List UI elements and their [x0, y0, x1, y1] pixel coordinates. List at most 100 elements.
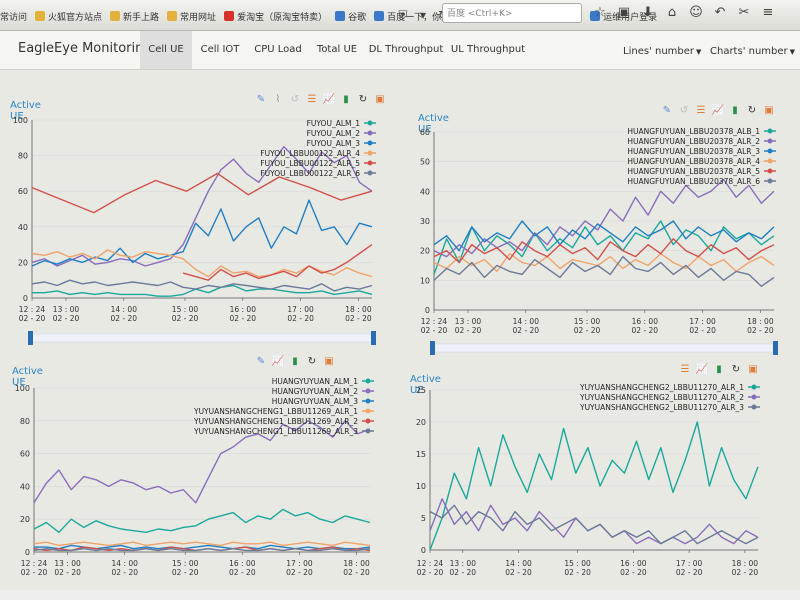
bookmark-label: 火狐官方站点: [48, 12, 103, 23]
restore-icon[interactable]: ↻: [358, 94, 368, 105]
pen-icon[interactable]: ✎: [662, 105, 672, 116]
y-tick-label: 40: [20, 482, 30, 491]
series-line: [32, 284, 373, 297]
line-icon[interactable]: 📈: [322, 94, 336, 105]
tab-cpu-load[interactable]: CPU Load: [254, 44, 302, 55]
bookmark-item[interactable]: 常访问: [0, 10, 27, 23]
dropdown-icon[interactable]: ▾: [419, 8, 427, 22]
bar-icon[interactable]: ▮: [292, 356, 298, 367]
chat-icon[interactable]: ☺: [689, 5, 703, 20]
bookmark-label: 常访问: [0, 12, 28, 23]
data-view-icon[interactable]: ☰: [696, 105, 706, 116]
bookmark-item[interactable]: 谷歌: [335, 10, 366, 23]
y-tick-label: 5: [421, 514, 426, 523]
x-tick-label: 15 : 00 02 - 20: [172, 559, 199, 577]
series-line: [33, 548, 371, 552]
reader-icon[interactable]: ▣: [617, 5, 631, 20]
x-tick-label: 17 : 00 02 - 20: [689, 317, 716, 335]
x-tick-label: 17 : 00 02 - 20: [287, 305, 314, 323]
legend-marker: [767, 168, 773, 174]
tab-dl-throughput[interactable]: DL Throughput: [368, 44, 444, 55]
legend-label: FUYOU_LBBU00122_ALR_6: [260, 169, 360, 178]
data-view-icon[interactable]: ☰: [307, 94, 317, 105]
pen-icon[interactable]: ✎: [256, 94, 266, 105]
legend-marker: [367, 120, 373, 126]
tab-cell-ue[interactable]: Cell UE: [140, 31, 192, 69]
undo-icon[interactable]: ↶: [714, 5, 726, 20]
legend-label: YUYUANSHANGCHENG1_LBBU11269_ALR_1: [193, 407, 358, 416]
bar-icon[interactable]: ▮: [732, 105, 738, 116]
bookmark-item[interactable]: 百度一下，你就知道: [374, 10, 468, 23]
bookmark-icon: [110, 11, 121, 21]
charts-number-dropdown[interactable]: Charts' number ▼: [710, 46, 795, 57]
x-tick-label: 16 : 00 02 - 20: [229, 559, 256, 577]
line-icon[interactable]: 📈: [711, 105, 725, 116]
save-image-icon[interactable]: ▣: [764, 105, 774, 116]
bookmark-icon: [167, 11, 178, 21]
legend-marker: [767, 128, 773, 134]
bookmark-label: 运维用户登录: [603, 12, 658, 23]
chart-toolbar: ✎ ↺ ☰ 📈 ▮ ↻ ▣: [660, 105, 779, 117]
tab-cell-iot[interactable]: Cell IOT: [200, 44, 240, 55]
save-image-icon[interactable]: ▣: [748, 364, 758, 375]
lines-number-dropdown[interactable]: Lines' number ▼: [623, 46, 701, 57]
bookmark-item[interactable]: 新手上路: [110, 10, 159, 23]
save-image-icon[interactable]: ▣: [375, 94, 385, 105]
download-icon[interactable]: ⬇: [642, 5, 654, 20]
y-tick-label: 20: [420, 247, 430, 256]
bookmark-item[interactable]: 爱淘宝（原淘宝特卖）: [224, 10, 327, 23]
y-tick-label: 10: [416, 482, 426, 491]
x-tick-label: 15 : 00 02 - 20: [574, 317, 601, 335]
chart-plot-2: 0 10 20 30 40 50 60 12 : 24 02 - 20 13 : 00 02 - 2…: [420, 127, 778, 355]
x-tick-label: 12 : 24 02 - 20: [19, 305, 46, 323]
x-tick-label: 18 : 00 02 - 20: [343, 559, 370, 577]
shield-icon[interactable]: ⛨: [398, 8, 408, 22]
legend-marker: [365, 388, 371, 394]
line-chart-icon[interactable]: ⌇: [275, 94, 281, 105]
chart-toolbar: ✎ ⌇ ↺ ☰ 📈 ▮ ↻ ▣: [254, 94, 390, 106]
legend-label: HUANGYUYUAN_ALM_1: [272, 378, 358, 386]
menu-icon[interactable]: ≡: [762, 5, 774, 20]
legend-label: YUYUANSHANGCHENG2_LBBU11270_ALR_2: [579, 393, 744, 402]
pen-icon[interactable]: ✎: [256, 356, 266, 367]
bookmark-item[interactable]: 常用网址: [167, 10, 216, 23]
restore-icon[interactable]: ↻: [747, 105, 757, 116]
x-tick-label: 16 : 00 02 - 20: [620, 559, 647, 577]
line-icon[interactable]: 📈: [695, 364, 709, 375]
legend-marker: [751, 394, 757, 400]
x-tick-label: 13 : 00 02 - 20: [53, 305, 80, 323]
legend-label: FUYOU_ALM_1: [307, 119, 361, 128]
bookmark-icon: [335, 11, 346, 21]
refresh-disabled-icon[interactable]: ↺: [679, 105, 689, 116]
tab-total-ue[interactable]: Total UE: [316, 44, 358, 55]
zoom-slider-handle-right: [773, 341, 778, 355]
browser-actions: ☆ ▣ ⬇ ⌂ ☺ ↶ ✂ ≡: [592, 5, 784, 21]
legend-label: YUYUANSHANGCHENG2_LBBU11270_ALR_1: [579, 384, 744, 392]
app-title: EagleEye Monitoring: [18, 41, 152, 56]
x-tick-label: 14 : 00 02 - 20: [505, 559, 532, 577]
bookmark-item[interactable]: 火狐官方站点: [35, 10, 102, 23]
x-tick-label: 12 : 24 02 - 20: [417, 559, 444, 577]
bookmark-icon: [224, 11, 235, 21]
legend-marker: [767, 178, 773, 184]
bar-icon[interactable]: ▮: [343, 94, 349, 105]
bookmark-label: 爱淘宝（原淘宝特卖）: [237, 12, 328, 23]
legend-marker: [365, 378, 371, 384]
series-line: [433, 255, 775, 287]
home-icon[interactable]: ⌂: [667, 5, 677, 20]
line-icon[interactable]: 📈: [271, 356, 285, 367]
chart-title: Active UE: [418, 113, 449, 135]
refresh-disabled-icon[interactable]: ↺: [290, 94, 300, 105]
restore-icon[interactable]: ↻: [731, 364, 741, 375]
save-image-icon[interactable]: ▣: [324, 356, 334, 367]
search-input[interactable]: 百度 <Ctrl+K>: [442, 3, 582, 23]
bookmark-item[interactable]: 运维用户登录: [590, 10, 657, 23]
star-icon[interactable]: ☆: [594, 5, 606, 20]
restore-icon[interactable]: ↻: [307, 356, 317, 367]
bar-icon[interactable]: ▮: [716, 364, 722, 375]
caret-down-icon: ▼: [789, 48, 796, 56]
series-line: [31, 172, 373, 214]
data-view-icon[interactable]: ☰: [680, 364, 690, 375]
scissors-icon[interactable]: ✂: [738, 5, 750, 20]
tab-ul-throughput[interactable]: UL Throughput: [450, 44, 526, 55]
